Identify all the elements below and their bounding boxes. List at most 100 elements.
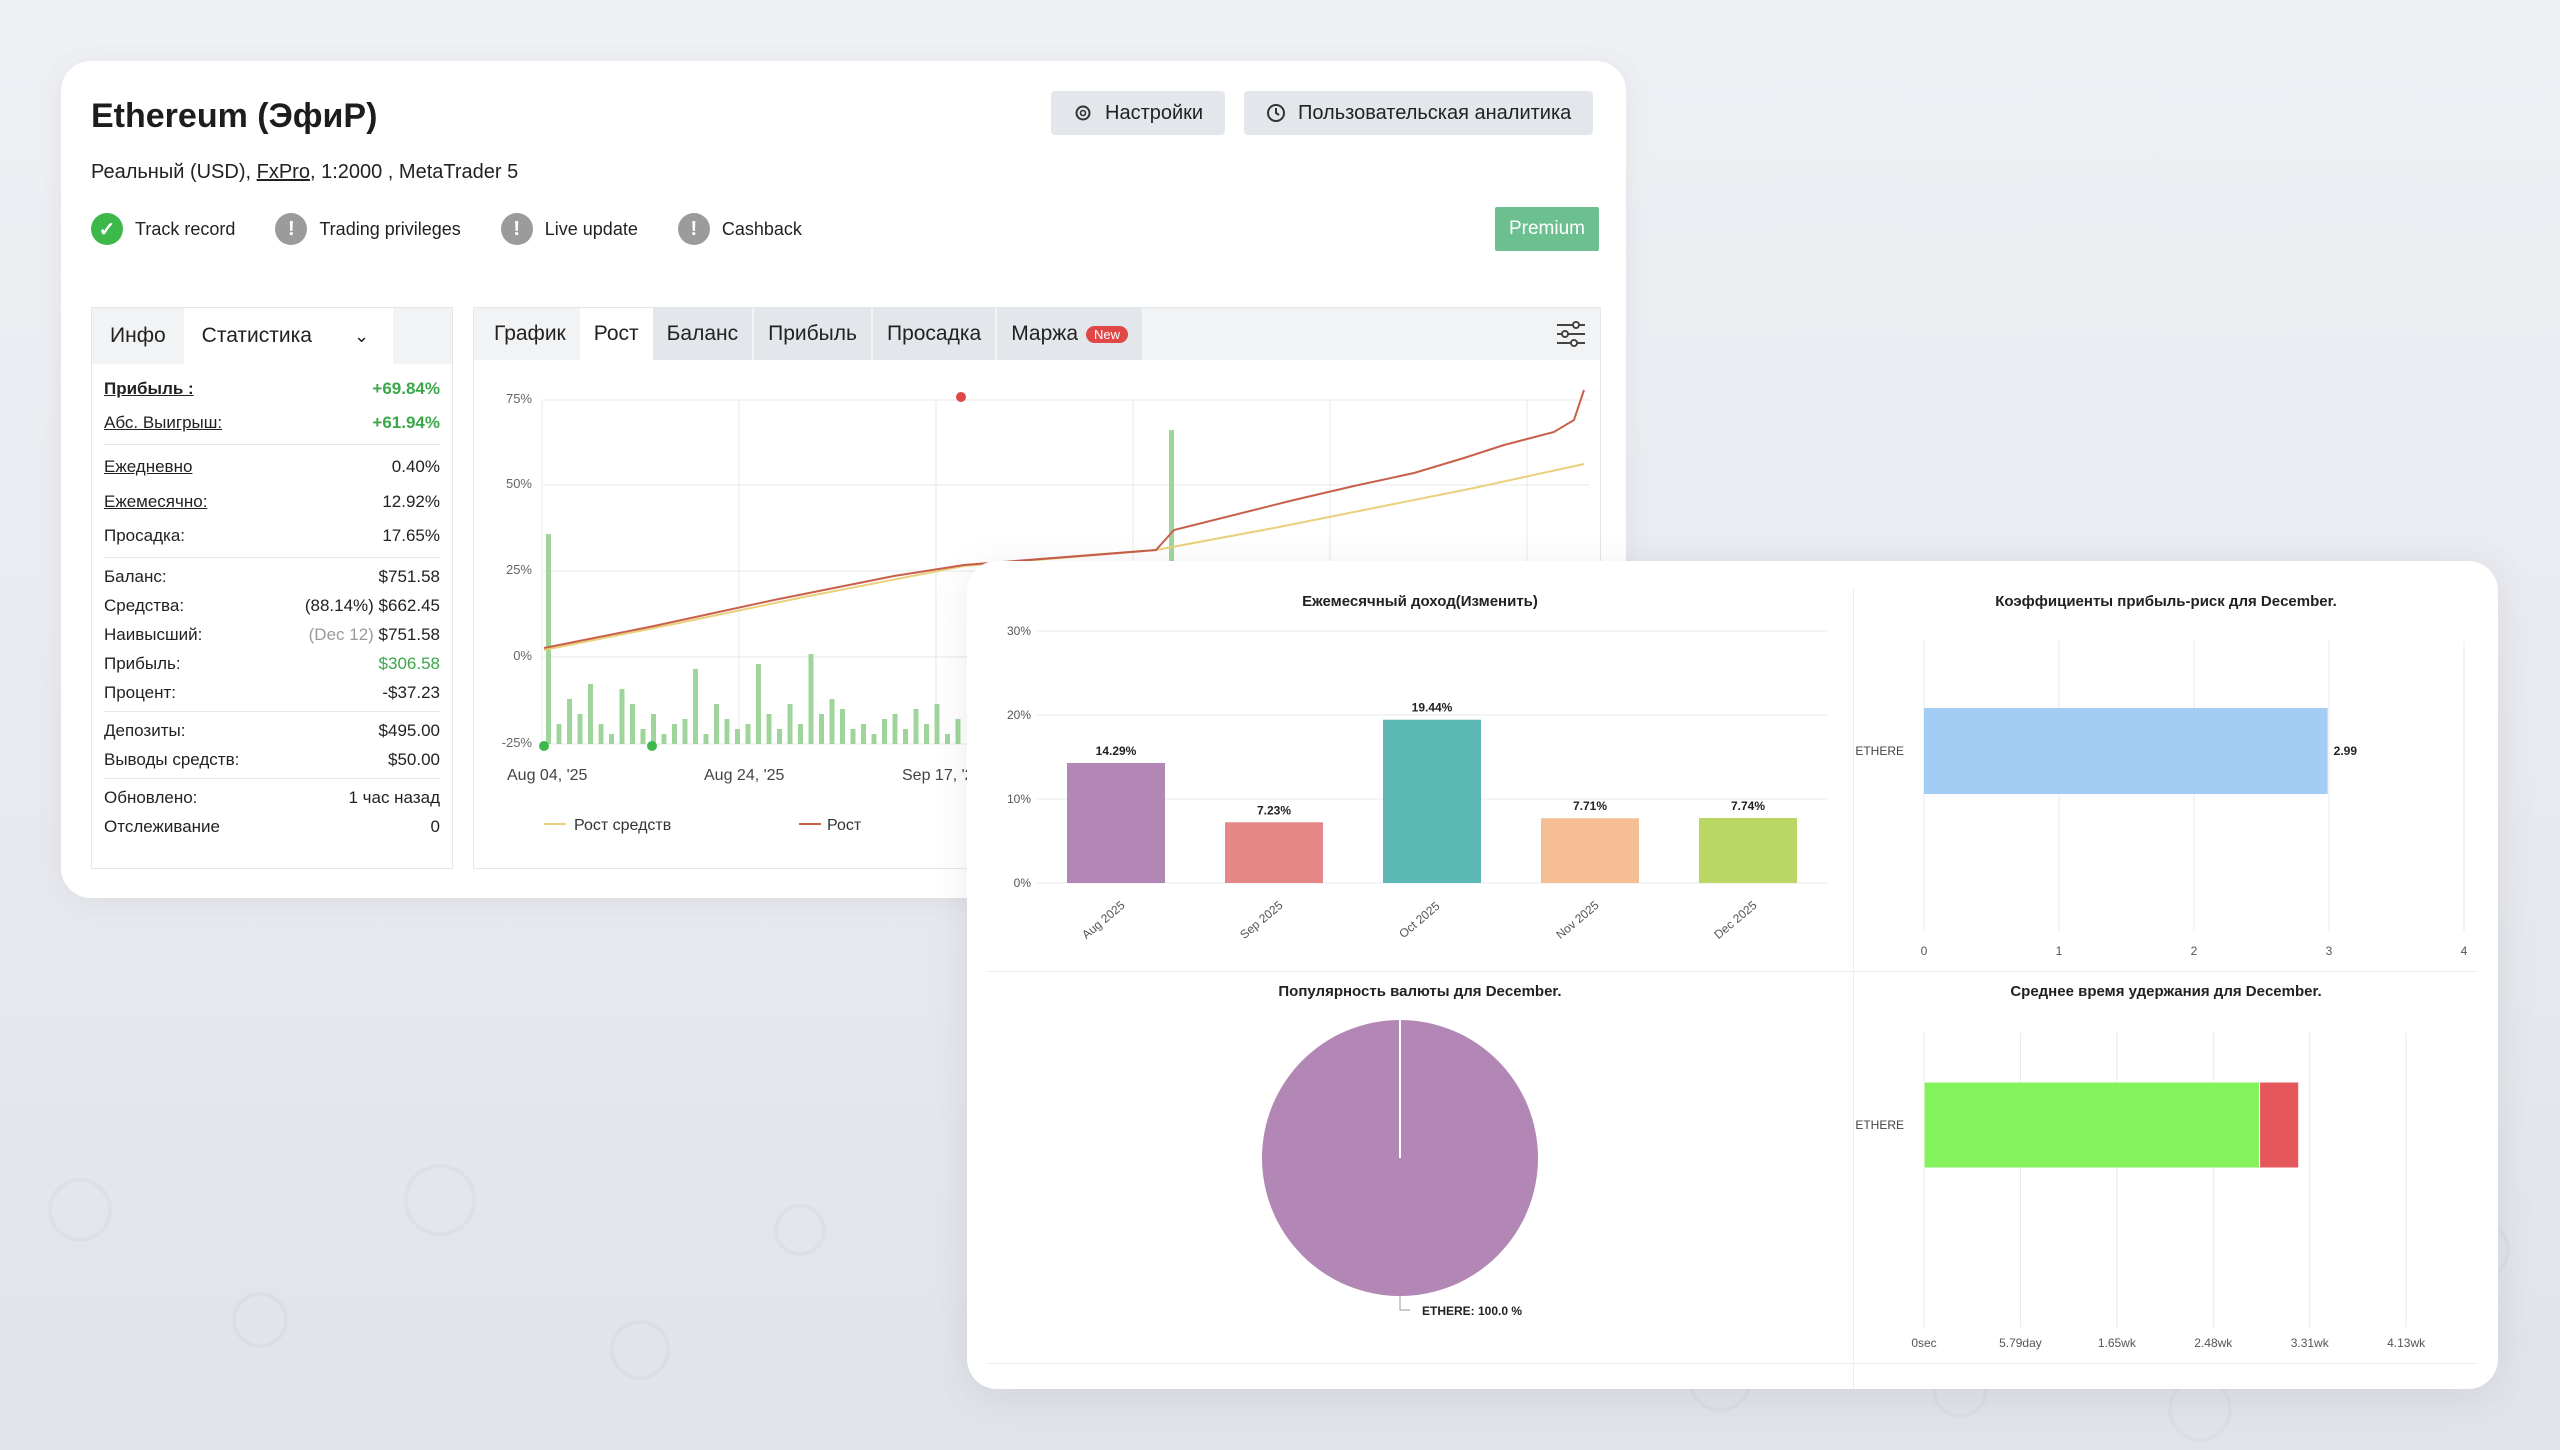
growth-bar: [945, 734, 950, 744]
tab-margin[interactable]: Маржа New: [997, 308, 1143, 360]
holding-time-chart: Среднее время удержания для December. 0s…: [1854, 981, 2478, 1363]
sliders-icon[interactable]: [1556, 320, 1586, 348]
growth-bar: [850, 729, 856, 744]
bar-value-label: 14.29%: [1096, 744, 1137, 758]
growth-bar: [724, 719, 730, 744]
stat-abs-gain-value: +61.94%: [372, 413, 440, 432]
tab-statistics[interactable]: Статистика: [183, 308, 330, 364]
growth-bar: [672, 724, 677, 744]
check-icon: ✓: [91, 213, 123, 245]
growth-bar: [640, 729, 646, 744]
pie-slice-label: ETHERE: 100.0 %: [1422, 1304, 1522, 1318]
stat-equity-label: Средства:: [104, 595, 185, 615]
stat-profit-label[interactable]: Прибыль :: [104, 379, 194, 398]
growth-bar: [934, 704, 940, 744]
premium-button[interactable]: Premium: [1495, 207, 1599, 251]
growth-bar: [955, 719, 961, 744]
stat-profit2-label: Прибыль:: [104, 653, 181, 673]
growth-bar: [777, 729, 782, 744]
growth-bar: [756, 664, 761, 744]
growth-bar: [630, 704, 635, 744]
status-badges: ✓ Track record ! Trading privileges ! Li…: [91, 213, 802, 245]
chart-title[interactable]: Ежемесячный доход(Изменить): [1302, 593, 1538, 610]
monthly-bar[interactable]: [1225, 822, 1323, 883]
monthly-bar[interactable]: [1067, 762, 1165, 883]
stat-daily-label[interactable]: Ежедневно: [104, 457, 193, 476]
y-tick-label: 10%: [1007, 792, 1031, 806]
y-category-label: ETHERE: [1855, 1118, 1904, 1132]
growth-bar: [567, 699, 572, 744]
legend-equity[interactable]: Рост средств: [574, 817, 671, 834]
y-tick-label: 0%: [1014, 876, 1032, 890]
stat-abs-gain-label[interactable]: Абс. Выигрыш:: [104, 413, 223, 432]
slice-leader-line: [1399, 1296, 1410, 1311]
monthly-income-chart: Ежемесячный доход(Изменить) 30% 20% 10% 0% 1…: [987, 589, 1853, 969]
tab-balance[interactable]: Баланс: [652, 308, 753, 360]
stat-monthly-label[interactable]: Ежемесячно:: [104, 492, 208, 511]
clock-icon: [1267, 104, 1285, 122]
monthly-bar[interactable]: [1699, 817, 1797, 883]
x-tick-label: Sep 2025: [1237, 898, 1286, 942]
tab-margin-label: Маржа: [1011, 322, 1079, 345]
badge-label: Cashback: [721, 218, 802, 239]
monthly-bar[interactable]: [1541, 818, 1639, 883]
x-tick-label: 5.79day: [1999, 1336, 2042, 1350]
profit-risk-bar[interactable]: [1924, 708, 2328, 794]
growth-bar: [766, 714, 772, 744]
marker-point: [539, 741, 549, 751]
y-tick-label: 20%: [1007, 708, 1031, 722]
chart-tabs: График Рост Баланс Прибыль Просадка Марж…: [474, 308, 1600, 360]
bar-value-label: 7.71%: [1573, 799, 1607, 813]
growth-bar: [819, 714, 824, 744]
holding-time-plot: 0sec 5.79day 1.65wk 2.48wk 3.31wk 4.13wk ETHER…: [1855, 1033, 2426, 1350]
stat-balance-value: $751.58: [378, 566, 440, 586]
stat-highest-label: Наивысший:: [104, 624, 203, 644]
stat-drawdown-value: 17.65%: [382, 526, 440, 545]
growth-bar: [661, 734, 667, 744]
growth-bar: [735, 729, 740, 744]
account-subtitle: Реальный (USD), FxPro, 1:2000 , MetaTrad…: [91, 161, 518, 184]
stats-group-rates: Ежедневно 0.40% Ежемесячно: 12.92% Просадк…: [104, 445, 440, 558]
growth-bar: [798, 724, 803, 744]
badge-trading-privileges[interactable]: ! Trading privileges: [275, 213, 461, 245]
tab-growth[interactable]: Рост: [579, 308, 653, 360]
y-tick-label: 50%: [506, 476, 532, 491]
holding-bar-long[interactable]: [1923, 1081, 2261, 1169]
marker-point: [647, 741, 657, 751]
x-tick-label: 0: [1921, 944, 1928, 958]
tab-drawdown[interactable]: Просадка: [872, 308, 996, 360]
badge-live-update[interactable]: ! Live update: [500, 213, 638, 245]
tab-info[interactable]: Инфо: [110, 324, 166, 347]
y-tick-label: -25%: [502, 735, 533, 750]
legend-growth[interactable]: Рост: [827, 817, 862, 834]
chart-title: Среднее время удержания для December.: [2010, 983, 2322, 1000]
gear-icon: [1075, 105, 1091, 121]
settings-label: Настройки: [1105, 101, 1204, 124]
x-tick-label: Aug 04, '25: [507, 767, 588, 784]
growth-bar: [892, 714, 898, 744]
stats-group-balance: Баланс: $751.58 Средства: (88.14%) $662.45…: [104, 558, 440, 712]
tab-profit[interactable]: Прибыль: [754, 308, 871, 360]
account-title: Ethereum (ЭфиР): [91, 97, 378, 135]
monthly-bar[interactable]: [1383, 719, 1481, 883]
broker-link[interactable]: FxPro: [256, 161, 310, 183]
exclamation-icon: !: [500, 213, 533, 245]
x-tick-label: 2.48wk: [2194, 1336, 2233, 1350]
holding-bar-short[interactable]: [2259, 1081, 2300, 1169]
chevron-down-icon[interactable]: ⌄: [329, 308, 394, 364]
bar-value-label: 7.74%: [1731, 799, 1765, 813]
x-tick-label: 3.31wk: [2291, 1336, 2330, 1350]
custom-analytics-button[interactable]: Пользовательская аналитика: [1244, 91, 1594, 135]
chart-title: Коэффициенты прибыль-риск для December.: [1995, 593, 2337, 610]
tab-chart[interactable]: График: [494, 322, 566, 345]
settings-button[interactable]: Настройки: [1051, 91, 1226, 135]
growth-bar: [703, 734, 709, 744]
profit-risk-plot: 0 1 2 3 4 ETHERE 2.99: [1855, 641, 2468, 958]
stat-withdrawals-label: Выводы средств:: [104, 749, 240, 769]
badge-track-record[interactable]: ✓ Track record: [91, 213, 235, 245]
divider: [987, 1363, 2477, 1364]
growth-bar: [651, 714, 656, 744]
badge-cashback[interactable]: ! Cashback: [677, 213, 802, 245]
stats-tabs: Инфо Статистика ⌄: [92, 308, 452, 364]
growth-bar: [871, 734, 877, 744]
